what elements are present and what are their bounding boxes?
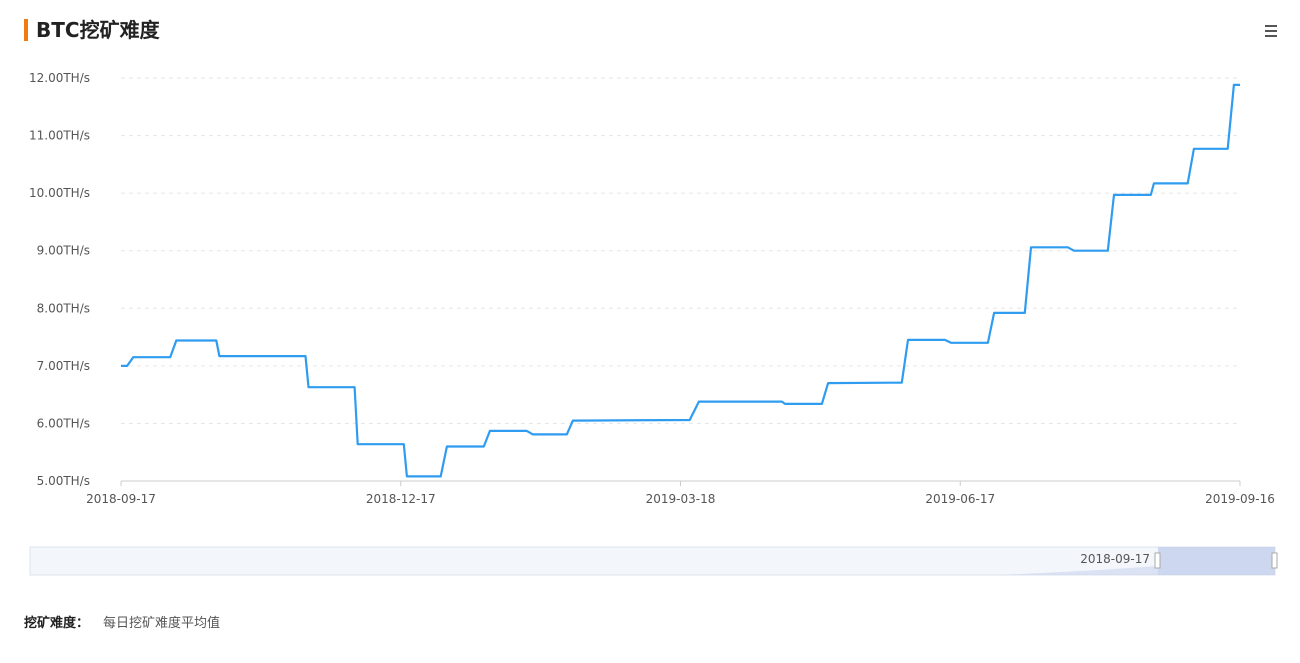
title-accent — [24, 19, 28, 41]
zoom-label: 2018-09-17 — [1080, 552, 1150, 566]
footnote-label: 挖矿难度： — [24, 615, 89, 631]
zoom-slider[interactable] — [29, 546, 1276, 576]
zoom-preview — [1000, 547, 1275, 575]
y-tick-label: 11.00TH/s — [29, 129, 90, 143]
y-tick-label: 9.00TH/s — [37, 244, 90, 258]
chart-title: BTC挖矿难度 — [36, 18, 161, 42]
zoom-handle[interactable] — [1154, 552, 1161, 569]
footnote-text: 每日挖矿难度平均值 — [103, 615, 220, 631]
x-tick-label: 2018-12-17 — [366, 492, 436, 506]
y-tick-label: 5.00TH/s — [37, 474, 90, 488]
x-tick-label: 2019-06-17 — [925, 492, 995, 506]
x-tick-label: 2018-09-17 — [86, 492, 156, 506]
x-tick-label: 2019-03-18 — [646, 492, 716, 506]
zoom-handle[interactable] — [1271, 552, 1278, 569]
y-tick-label: 8.00TH/s — [37, 301, 90, 315]
y-tick-label: 10.00TH/s — [29, 186, 90, 200]
zoom-window[interactable] — [1158, 547, 1275, 575]
x-tick-label: 2019-09-16 — [1205, 492, 1275, 506]
data-line — [121, 83, 1240, 478]
y-tick-label: 12.00TH/s — [29, 71, 90, 85]
menu-icon[interactable] — [1265, 25, 1277, 37]
y-tick-label: 6.00TH/s — [37, 416, 90, 430]
y-tick-label: 7.00TH/s — [37, 359, 90, 373]
